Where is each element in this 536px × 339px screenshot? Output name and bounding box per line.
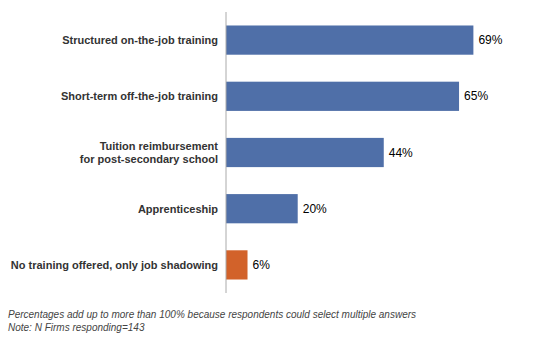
page: {"chart_data": {"type": "bar", "orientat… xyxy=(0,0,536,339)
bar xyxy=(226,194,298,223)
data-label: 6% xyxy=(253,258,271,272)
y-tick-label-line: No training offered, only job shadowing xyxy=(11,259,218,271)
bars xyxy=(226,25,473,279)
y-tick-label-line: for post-secondary school xyxy=(80,153,218,165)
y-tick-label: Structured on-the-job training xyxy=(62,34,218,46)
chart-svg: No training offered, only job shadowing A… xyxy=(0,0,536,339)
y-tick-label: Apprenticeship xyxy=(138,203,218,215)
y-tick-label-line: Apprenticeship xyxy=(138,203,218,215)
data-labels: 6% 20% 44% 65% 69% xyxy=(253,33,503,272)
bar xyxy=(226,25,473,54)
y-tick-labels: No training offered, only job shadowing A… xyxy=(11,34,218,271)
y-tick-label-line: Short-term off-the-job training xyxy=(61,90,218,102)
y-tick-label: No training offered, only job shadowing xyxy=(11,259,218,271)
chart-container: No training offered, only job shadowing A… xyxy=(0,0,536,339)
footnote-line: Percentages add up to more than 100% bec… xyxy=(8,309,416,320)
data-label: 20% xyxy=(303,202,327,216)
data-label: 69% xyxy=(478,33,502,47)
footnote-line: Note: N Firms responding=143 xyxy=(8,322,145,333)
bar xyxy=(226,138,384,167)
background xyxy=(0,0,536,339)
data-label: 44% xyxy=(389,146,413,160)
bar xyxy=(226,250,248,279)
y-axis-line xyxy=(226,12,227,293)
footnote: Percentages add up to more than 100% bec… xyxy=(8,309,416,334)
y-tick-label-line: Structured on-the-job training xyxy=(62,34,218,46)
data-label: 65% xyxy=(464,89,488,103)
y-tick-label: Tuition reimbursementfor post-secondary … xyxy=(80,140,218,165)
y-tick-label-line: Tuition reimbursement xyxy=(100,140,219,152)
bar xyxy=(226,82,459,111)
y-tick-label: Short-term off-the-job training xyxy=(61,90,218,102)
